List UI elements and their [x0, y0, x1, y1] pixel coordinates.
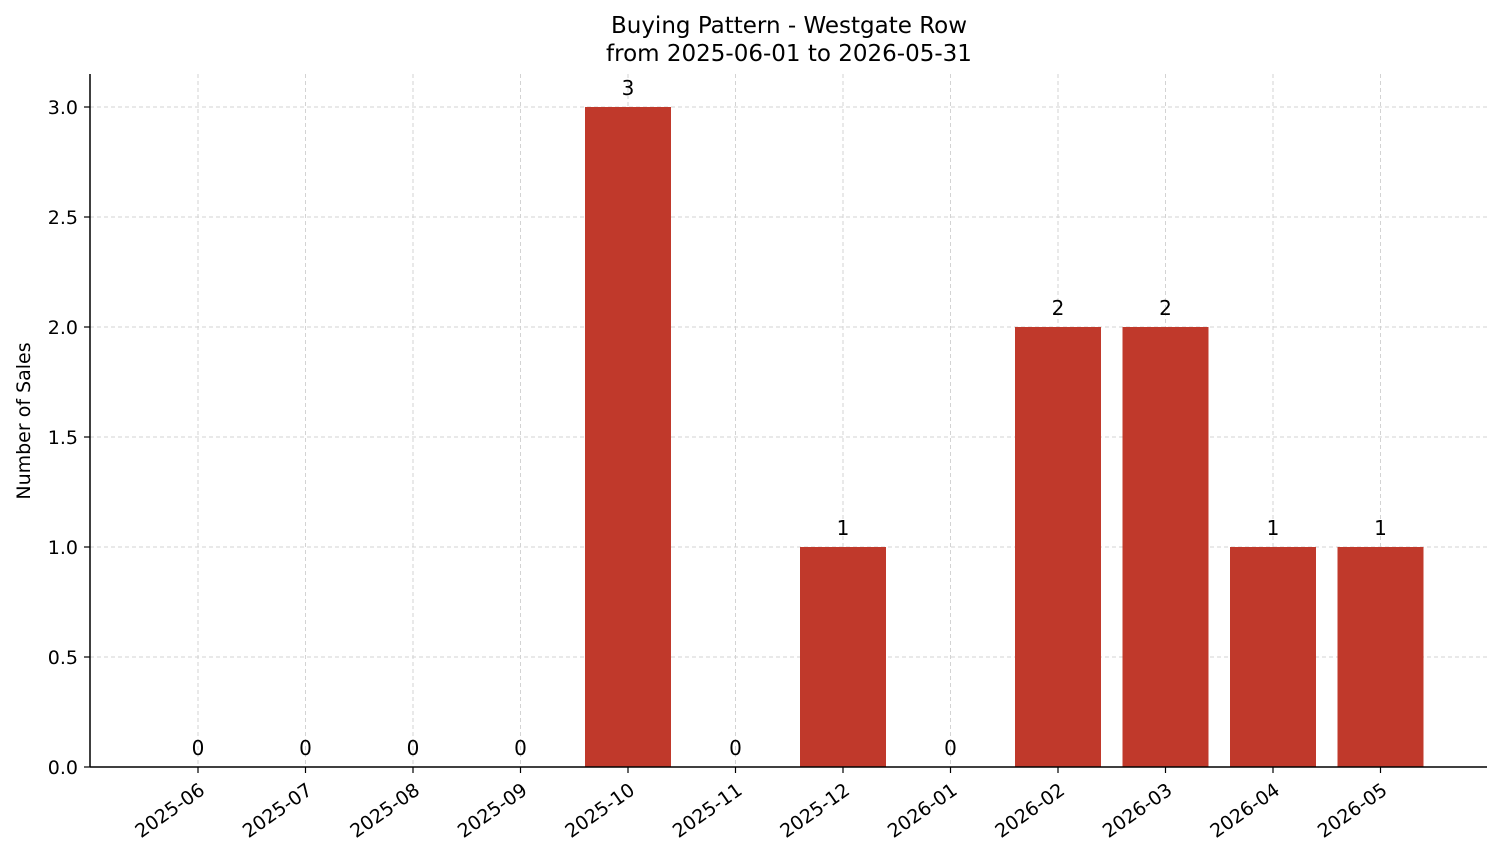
y-tick-layer: 0.0 0.5 1.0 1.5 2.0 2.5 3.0 [48, 97, 90, 779]
bar-value-label: 3 [622, 76, 635, 100]
bar-value-label: 2 [1159, 296, 1172, 320]
bar-value-label: 2 [1052, 296, 1065, 320]
x-tick-label: 2026-02 [991, 779, 1069, 843]
bar-value-label: 0 [729, 736, 742, 760]
bar-value-label: 0 [944, 736, 957, 760]
x-tick-label: 2026-01 [884, 779, 962, 843]
y-axis-label: Number of Sales [13, 342, 35, 499]
x-tick-label: 2026-05 [1314, 779, 1392, 843]
chart-title: Buying Pattern - Westgate Row [611, 13, 967, 39]
x-tick-label: 2026-04 [1206, 779, 1284, 843]
x-tick-label: 2025-10 [561, 779, 639, 843]
y-tick-label: 1.5 [48, 427, 78, 449]
y-tick-label: 0.5 [48, 647, 78, 669]
bar [1337, 547, 1424, 767]
x-tick-label: 2025-12 [776, 779, 854, 843]
bar [1230, 547, 1316, 767]
bar-value-label: 0 [514, 736, 527, 760]
bar [1122, 327, 1209, 767]
chart-subtitle: from 2025-06-01 to 2026-05-31 [606, 41, 972, 67]
y-tick-label: 2.0 [48, 317, 78, 339]
bar-value-label: 1 [837, 516, 850, 540]
bar [800, 547, 886, 767]
x-tick-label: 2025-06 [131, 779, 209, 843]
value-label-layer: 0 0 0 0 3 0 1 0 2 2 1 1 [192, 76, 1387, 760]
bar-value-label: 1 [1267, 516, 1280, 540]
bar [1015, 327, 1101, 767]
x-tick-label: 2025-09 [454, 779, 532, 843]
y-tick-label: 3.0 [48, 97, 78, 119]
y-tick-label: 2.5 [48, 207, 78, 229]
axis-layer [89, 74, 1487, 768]
x-tick-layer: 2025-06 2025-07 2025-08 2025-09 2025-10 2025-… [131, 767, 1391, 843]
y-tick-label: 1.0 [48, 537, 78, 559]
bar-value-label: 1 [1374, 516, 1387, 540]
x-tick-label: 2025-07 [239, 779, 317, 843]
bar-layer [585, 107, 1424, 767]
x-tick-label: 2026-03 [1099, 779, 1177, 843]
bar [585, 107, 671, 767]
bar-value-label: 0 [192, 736, 205, 760]
x-tick-label: 2025-08 [346, 779, 424, 843]
y-tick-label: 0.0 [48, 757, 78, 779]
bar-value-label: 0 [299, 736, 312, 760]
x-tick-label: 2025-11 [669, 779, 747, 843]
bar-value-label: 0 [407, 736, 420, 760]
